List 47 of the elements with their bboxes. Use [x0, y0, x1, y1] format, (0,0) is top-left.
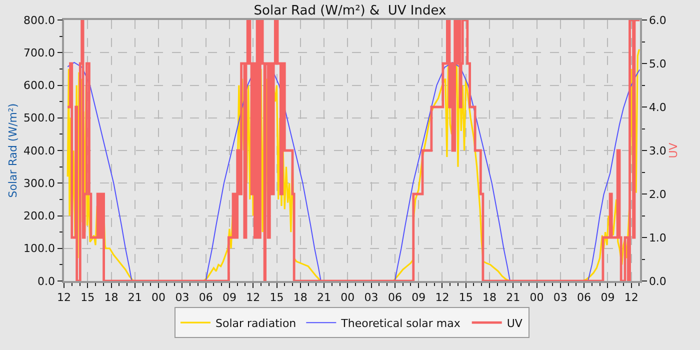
x-tick-label: 21 — [506, 290, 520, 304]
y2-tick-label: 4.0 — [648, 100, 666, 114]
x-tick-label: 15 — [270, 290, 284, 304]
x-tick-label: 12 — [246, 290, 260, 304]
x-tick-label: 09 — [222, 290, 236, 304]
y2-tick-label: 3.0 — [648, 144, 666, 158]
y-axis-title: Solar Rad (W/m²) — [6, 103, 20, 198]
y-tick-label: 500.0 — [24, 112, 56, 125]
x-tick-label: 09 — [412, 290, 426, 304]
y-tick-label: 300.0 — [24, 176, 56, 190]
x-tick-label: 06 — [388, 290, 402, 304]
x-tick-label: 12 — [624, 290, 638, 304]
x-tick-label: 00 — [340, 290, 355, 304]
y-tick-label: 100.0 — [24, 242, 56, 256]
y2-tick-label: 5.0 — [648, 57, 666, 70]
x-tick-label: 18 — [482, 290, 496, 304]
y-tick-label: 200.0 — [24, 210, 56, 223]
legend-label: Solar radiation — [216, 316, 296, 330]
x-tick-label: 15 — [80, 290, 95, 304]
y2-tick-label: 0.0 — [648, 274, 666, 288]
x-tick-label: 00 — [152, 290, 166, 304]
y-tick-label: 0.0 — [38, 274, 56, 288]
legend-label: UV — [506, 316, 523, 330]
x-tick-label: 18 — [104, 290, 118, 304]
y2-axis-title: UV — [667, 142, 680, 158]
x-tick-label: 00 — [530, 290, 544, 304]
chart-title: Solar Rad (W/m²) & UV Index — [254, 3, 447, 18]
y-tick-label: 600.0 — [24, 79, 56, 92]
x-tick-label: 21 — [317, 290, 332, 304]
x-tick-label: 15 — [458, 290, 473, 304]
x-tick-label: 21 — [128, 290, 142, 304]
x-tick-label: 18 — [293, 290, 308, 304]
y-tick-label: 800.0 — [24, 14, 56, 27]
y-tick-label: 700.0 — [24, 46, 56, 60]
y2-tick-label: 2.0 — [648, 188, 666, 201]
x-tick-label: 12 — [57, 290, 71, 304]
x-tick-label: 03 — [553, 290, 568, 304]
x-tick-label: 06 — [577, 290, 592, 304]
x-tick-label: 09 — [600, 290, 615, 304]
x-tick-label: 03 — [364, 290, 378, 304]
y-tick-label: 400.0 — [24, 144, 56, 158]
x-tick-label: 03 — [175, 290, 190, 304]
x-tick-label: 12 — [435, 290, 450, 304]
y2-tick-label: 1.0 — [648, 231, 666, 244]
y2-tick-label: 6.0 — [648, 14, 666, 27]
legend-label: Theoretical solar max — [340, 316, 461, 330]
x-tick-label: 06 — [198, 290, 213, 304]
